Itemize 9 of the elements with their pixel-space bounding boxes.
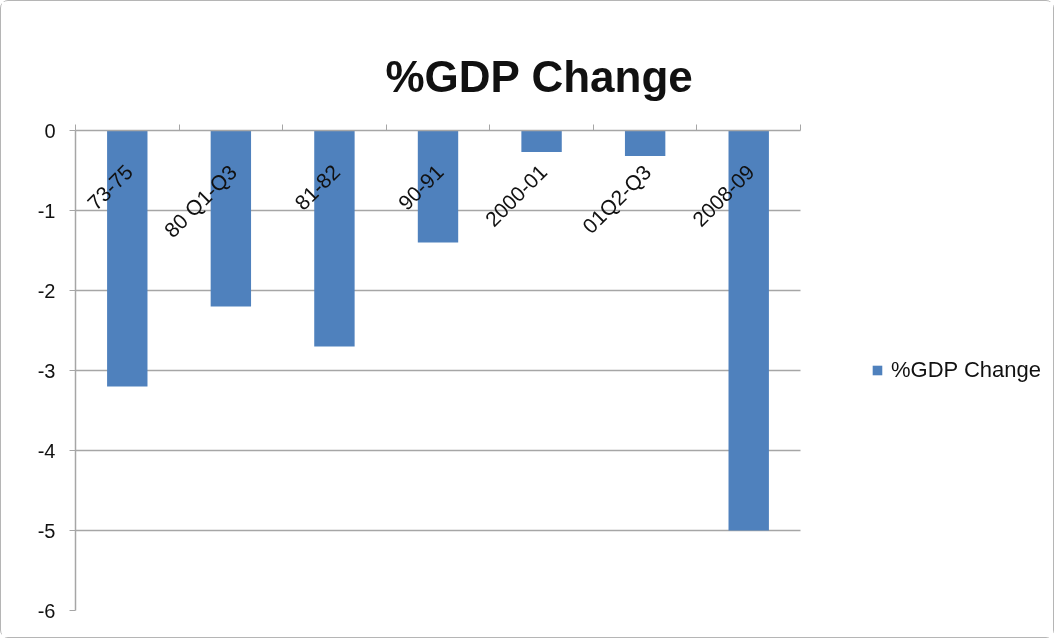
y-tick-label: -3 [37,359,56,382]
y-tick-label: -1 [37,199,56,222]
legend-label: %GDP Change [890,357,1041,383]
y-tick-label: 0 [44,119,56,142]
y-tick-label: -5 [37,519,56,542]
y-tick-label: -6 [37,599,56,622]
y-tick-label: -4 [37,439,56,462]
y-tick-label: -2 [37,279,56,302]
chart-title: %GDP Change [385,51,693,101]
